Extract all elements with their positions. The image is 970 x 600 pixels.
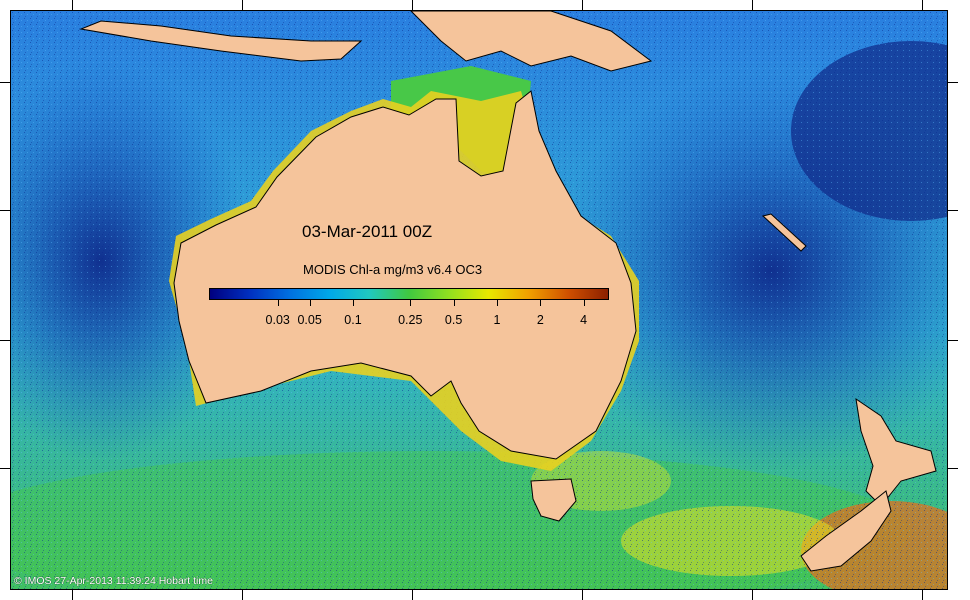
frame-tick [922, 0, 923, 10]
frame-tick [412, 590, 413, 600]
frame-tick [948, 210, 958, 211]
new-zealand-north-landmass [855, 397, 937, 507]
chlorophyll-map [10, 10, 948, 590]
frame-tick [412, 0, 413, 10]
colorbar-tick-mark [496, 300, 498, 306]
colorbar-tick-label: 0.5 [444, 313, 463, 327]
new-guinea-landmass [410, 11, 653, 72]
colorbar-tick-mark [277, 300, 279, 306]
frame-tick [948, 340, 958, 341]
colorbar-tick-mark [453, 300, 455, 306]
colorbar-title: MODIS Chl-a mg/m3 v6.4 OC3 [303, 262, 483, 277]
tasmania-landmass [530, 478, 577, 522]
colorbar-tick-label: 2 [536, 313, 544, 327]
colorbar-tick-mark [540, 300, 542, 306]
frame-tick [0, 210, 10, 211]
frame-tick [0, 340, 10, 341]
colorbar-tick-mark [352, 300, 354, 306]
frame-tick [948, 468, 958, 469]
colorbar [209, 288, 609, 300]
indonesia-landmass [79, 20, 363, 62]
frame-tick [752, 0, 753, 10]
colorbar-tick-label: 4 [580, 313, 588, 327]
frame-tick [582, 0, 583, 10]
australia-landmass [173, 90, 637, 460]
frame-tick [72, 0, 73, 10]
colorbar-tick-mark [309, 300, 311, 306]
frame-tick [948, 82, 958, 83]
colorbar-tick-mark [410, 300, 412, 306]
frame-tick [242, 0, 243, 10]
new-zealand-landmass [800, 490, 892, 572]
colorbar-tick-label: 0.25 [398, 313, 423, 327]
map-date-title: 03-Mar-2011 00Z [302, 222, 433, 241]
frame-tick [752, 590, 753, 600]
colorbar-tick-label: 0.03 [265, 313, 290, 327]
frame-tick [0, 82, 10, 83]
copyright-footer: © IMOS 27-Apr-2013 11:39:24 Hobart time [14, 575, 213, 587]
frame-tick [582, 590, 583, 600]
map-canvas [11, 11, 947, 589]
frame-tick [242, 590, 243, 600]
frame-tick [72, 590, 73, 600]
new-caledonia-landmass [761, 213, 807, 252]
colorbar-tick-mark [583, 300, 585, 306]
frame-tick [922, 590, 923, 600]
colorbar-tick-label: 0.05 [297, 313, 322, 327]
colorbar-tick-label: 0.1 [344, 313, 362, 327]
frame-tick [0, 468, 10, 469]
colorbar-tick-label: 1 [493, 313, 501, 327]
